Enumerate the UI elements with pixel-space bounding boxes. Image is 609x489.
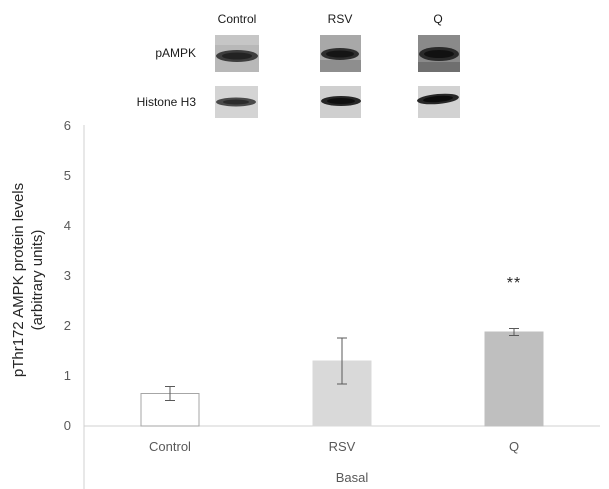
error-bars [165,328,519,401]
blot-column-label-q: Q [433,12,442,26]
blot-row-label-pampk: pAMPK [155,46,196,60]
x-category-label-rsv: RSV [329,439,356,454]
y-tick-label: 2 [64,318,71,333]
blot-band-histone-q [417,86,460,118]
y-tick-label: 0 [64,418,71,433]
error-bar-control [165,386,175,401]
x-axis-category-labels: Control RSV Q [149,439,519,454]
x-category-label-q: Q [509,439,519,454]
western-blot-panel: Control RSV Q pAMPK Histone H3 [137,12,460,118]
blot-band-pampk-q [418,35,460,72]
blot-band-pampk-control [215,35,259,72]
blot-band-histone-rsv [320,86,361,118]
blot-band-pampk-rsv [320,35,361,72]
blot-band-histone-control [215,86,258,118]
y-tick-label: 6 [64,118,71,133]
y-axis-title-line2: (arbitrary units) [29,230,46,331]
blot-column-label-rsv: RSV [328,12,353,26]
y-tick-label: 3 [64,268,71,283]
bar-q [484,331,544,427]
x-category-label-control: Control [149,439,191,454]
blot-column-label-control: Control [218,12,257,26]
error-bar-rsv [337,337,347,385]
x-axis-group-label: Basal [336,470,369,485]
significance-annotations: ** [507,275,521,292]
y-tick-label: 4 [64,218,71,233]
error-bar-q [509,328,519,336]
y-tick-label: 1 [64,368,71,383]
y-axis-title-line1: pThr172 AMPK protein levels [10,183,27,377]
significance-marker: ** [507,275,521,292]
blot-row-label-histone-h3: Histone H3 [137,95,197,109]
y-tick-label: 5 [64,168,71,183]
y-axis-ticks: 0 1 2 3 4 5 6 [64,118,71,433]
plot-area: 0 1 2 3 4 5 6 Control RSV Q ** Basal [64,118,600,489]
